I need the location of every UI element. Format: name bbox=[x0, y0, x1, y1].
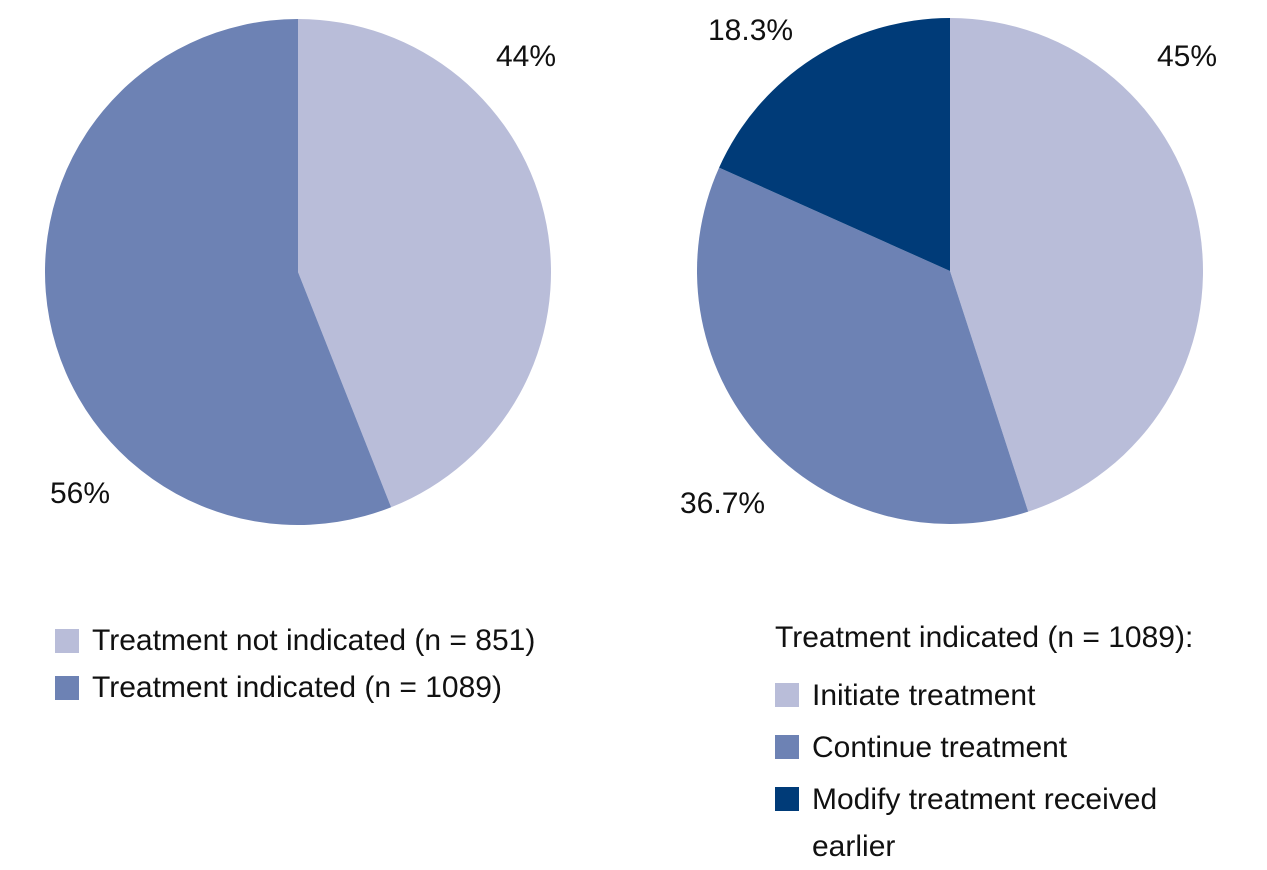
legend-item-modify-treatment: Modify treatment received earlier bbox=[775, 776, 1193, 870]
right-pie-percent-label-continue: 36.7% bbox=[680, 487, 766, 520]
left-pie-percent-label-not-indicated: 44% bbox=[496, 40, 557, 73]
right-legend-title: Treatment indicated (n = 1089): bbox=[775, 621, 1194, 654]
legend-swatch-dark-blue bbox=[775, 787, 799, 811]
legend-swatch-medium-blue bbox=[775, 735, 799, 759]
left-pie-legend: Treatment not indicated (n = 851) Treatm… bbox=[55, 617, 535, 711]
pie-slice-0 bbox=[298, 19, 551, 508]
right-pie-percent-label-modify: 18.3% bbox=[708, 14, 794, 47]
left-pie-percent-label-indicated: 56% bbox=[50, 477, 111, 510]
pie-slice-0 bbox=[950, 18, 1203, 512]
legend-item-treatment-not-indicated: Treatment not indicated (n = 851) bbox=[55, 617, 535, 664]
legend-swatch-light-blue bbox=[775, 683, 799, 707]
right-pie-percent-label-initiate: 45% bbox=[1157, 40, 1218, 73]
pie-slice-2 bbox=[719, 18, 950, 271]
legend-item-continue-treatment: Continue treatment bbox=[775, 724, 1193, 771]
legend-item-initiate-treatment: Initiate treatment bbox=[775, 672, 1193, 719]
legend-label: Treatment not indicated (n = 851) bbox=[92, 624, 536, 657]
right-pie-chart bbox=[697, 18, 1203, 524]
legend-label: Continue treatment bbox=[812, 731, 1068, 764]
legend-swatch-medium-blue bbox=[55, 675, 79, 700]
left-pie-chart bbox=[45, 19, 551, 525]
legend-label: Initiate treatment bbox=[812, 679, 1036, 712]
legend-swatch-light-blue bbox=[55, 628, 79, 653]
pie-slice-1 bbox=[697, 167, 1029, 524]
legend-item-treatment-indicated: Treatment indicated (n = 1089) bbox=[55, 664, 535, 711]
right-pie-legend: Treatment indicated (n = 1089): Initiate… bbox=[775, 614, 1193, 870]
legend-label: Modify treatment received earlier bbox=[812, 783, 1158, 863]
legend-label: Treatment indicated (n = 1089) bbox=[92, 671, 502, 704]
pie-slice-1 bbox=[45, 19, 392, 525]
